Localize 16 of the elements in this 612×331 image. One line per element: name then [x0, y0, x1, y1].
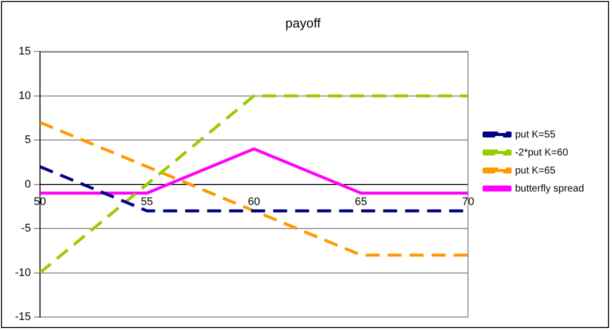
y-tick-label: 10: [18, 90, 31, 102]
x-tick-label: 70: [462, 196, 474, 208]
y-tick-label: 5: [24, 134, 31, 146]
chart-title: payoff: [285, 15, 321, 30]
y-tick-label: 0: [24, 178, 31, 190]
legend-label: put K=55: [515, 129, 556, 140]
x-tick-label: 55: [140, 196, 154, 208]
legend-label: -2*put K=60: [515, 147, 569, 158]
y-tick-label: -10: [14, 266, 31, 279]
x-tick-label: 65: [354, 196, 368, 208]
legend-label: put K=65: [515, 165, 556, 176]
y-tick-label: -15: [14, 311, 31, 324]
legend-label: butterfly spread: [515, 183, 584, 194]
y-tick-label: 15: [18, 46, 31, 58]
x-tick-label: 60: [248, 196, 260, 208]
y-tick-label: -5: [21, 222, 31, 235]
